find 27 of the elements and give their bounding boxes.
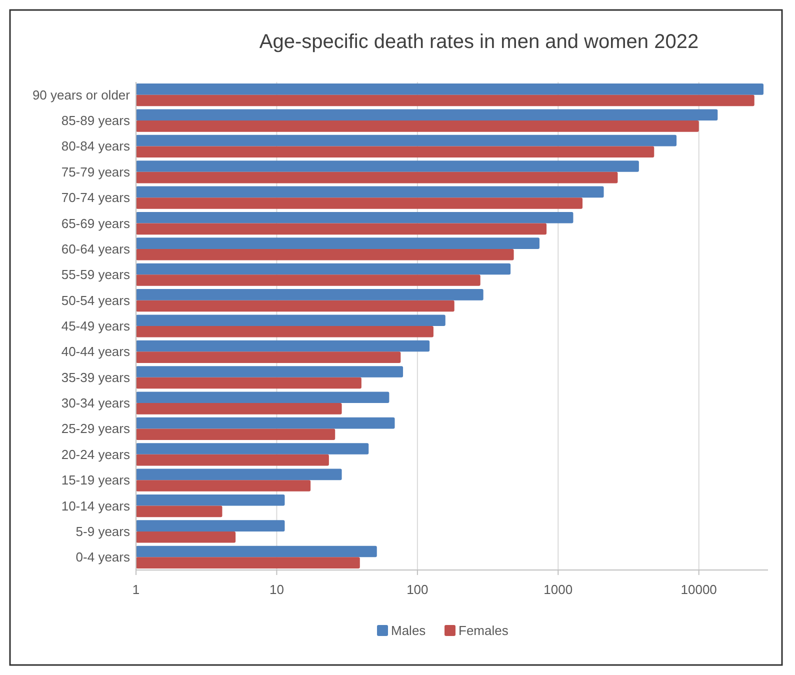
x-tick-label: 10000 bbox=[680, 582, 717, 597]
x-tick-label: 10 bbox=[269, 582, 284, 597]
legend-label: Females bbox=[458, 623, 509, 638]
y-tick-label: 10-14 years bbox=[61, 498, 130, 514]
x-tick-label: 1000 bbox=[544, 582, 573, 597]
y-tick-label: 75-79 years bbox=[61, 164, 130, 180]
y-tick-label: 5-9 years bbox=[76, 524, 130, 539]
y-tick-label: 90 years or older bbox=[32, 87, 131, 102]
y-tick-label: 45-49 years bbox=[61, 318, 130, 334]
y-tick-label: 0-4 years bbox=[76, 550, 130, 565]
x-tick-label: 1 bbox=[132, 582, 140, 597]
y-tick-label: 30-34 years bbox=[61, 396, 130, 411]
y-tick-label: 65-69 years bbox=[61, 216, 130, 231]
y-tick-label: 80-84 years bbox=[61, 138, 130, 154]
x-tick-label: 100 bbox=[406, 582, 428, 597]
chart-title: Age-specific death rates in men and women 2022 bbox=[259, 31, 699, 53]
y-tick-label: 35-39 years bbox=[61, 370, 130, 385]
y-tick-label: 85-89 years bbox=[61, 113, 130, 128]
y-tick-label: 15-19 years bbox=[61, 472, 130, 488]
y-tick-label: 55-59 years bbox=[61, 267, 130, 282]
y-tick-label: 40-44 years bbox=[61, 344, 130, 360]
y-tick-label: 60-64 years bbox=[61, 241, 130, 256]
y-tick-label: 50-54 years bbox=[61, 292, 130, 308]
y-tick-label: 70-74 years bbox=[61, 190, 130, 206]
legend-label: Males bbox=[391, 623, 426, 638]
y-tick-label: 25-29 years bbox=[61, 421, 130, 436]
y-tick-label: 20-24 years bbox=[61, 446, 130, 462]
